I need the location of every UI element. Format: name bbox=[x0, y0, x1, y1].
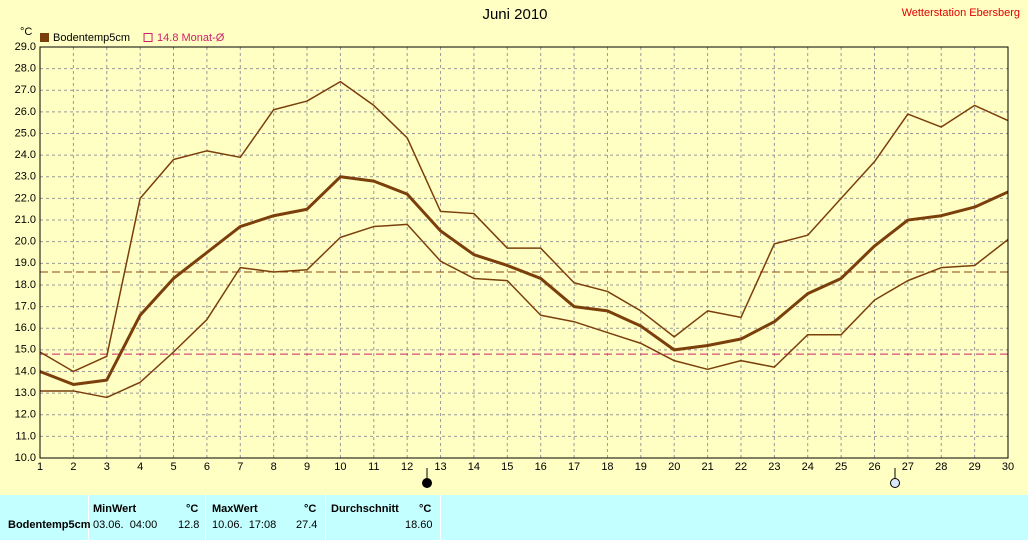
separator bbox=[88, 495, 89, 540]
x-tick-label: 26 bbox=[868, 461, 880, 473]
x-tick-label: 25 bbox=[835, 461, 847, 473]
x-tick-label: 9 bbox=[304, 461, 310, 473]
y-tick-label: 28.0 bbox=[15, 63, 36, 75]
y-tick-label: 18.0 bbox=[15, 279, 36, 291]
x-tick-label: 22 bbox=[735, 461, 747, 473]
x-tick-label: 27 bbox=[902, 461, 914, 473]
x-tick-label: 29 bbox=[968, 461, 980, 473]
y-tick-label: 10.0 bbox=[15, 452, 36, 464]
x-tick-label: 16 bbox=[535, 461, 547, 473]
y-tick-label: 17.0 bbox=[15, 300, 36, 312]
y-tick-label: 25.0 bbox=[15, 127, 36, 139]
station-name: Wetterstation Ebersberg bbox=[902, 7, 1020, 19]
data-line bbox=[39, 80, 1009, 373]
data-line bbox=[39, 175, 1009, 386]
x-tick-label: 21 bbox=[701, 461, 713, 473]
chart: Juni 2010 Wetterstation Ebersberg °C 10.… bbox=[15, 6, 1020, 488]
y-tick-label: 19.0 bbox=[15, 257, 36, 269]
y-tick-label: 20.0 bbox=[15, 236, 36, 248]
x-tick-label: 18 bbox=[601, 461, 613, 473]
header: °C bbox=[419, 503, 432, 515]
stats-table: MinWert °C MaxWert °C Durchschnitt °C Bo… bbox=[0, 495, 1028, 540]
x-tick-label: 24 bbox=[802, 461, 814, 473]
separator bbox=[205, 495, 206, 540]
x-tick-label: 20 bbox=[668, 461, 680, 473]
x-tick-label: 7 bbox=[237, 461, 243, 473]
data-line bbox=[40, 223, 1009, 399]
x-tick-label: 10 bbox=[334, 461, 346, 473]
y-unit: °C bbox=[20, 26, 32, 38]
x-tick-label: 30 bbox=[1002, 461, 1014, 473]
y-tick-label: 11.0 bbox=[15, 430, 36, 442]
legend-label: Bodentemp5cm bbox=[53, 32, 130, 44]
moon-icon bbox=[422, 478, 432, 488]
y-tick-label: 26.0 bbox=[15, 106, 36, 118]
x-tick-label: 23 bbox=[768, 461, 780, 473]
y-tick-label: 24.0 bbox=[15, 149, 36, 161]
y-tick-label: 29.0 bbox=[15, 41, 36, 53]
x-tick-label: 11 bbox=[368, 461, 379, 473]
x-tick-label: 5 bbox=[170, 461, 176, 473]
header: MaxWert bbox=[212, 503, 258, 515]
legend-swatch bbox=[143, 33, 153, 42]
x-tick-label: 2 bbox=[70, 461, 76, 473]
y-tick-label: 21.0 bbox=[15, 214, 36, 226]
x-tick-label: 1 bbox=[37, 461, 43, 473]
plot-frame bbox=[39, 46, 1009, 459]
cell: 10.06. 17:08 bbox=[212, 519, 277, 531]
separator bbox=[440, 495, 441, 540]
y-tick-label: 23.0 bbox=[15, 171, 36, 183]
y-tick-label: 16.0 bbox=[15, 322, 36, 334]
legend-label: 14.8 Monat-Ø bbox=[157, 32, 225, 44]
y-tick-label: 12.0 bbox=[15, 409, 36, 421]
y-tick-label: 14.0 bbox=[15, 365, 36, 377]
chart-title: Juni 2010 bbox=[482, 6, 547, 23]
legend-swatch bbox=[40, 33, 49, 42]
y-tick-label: 22.0 bbox=[15, 192, 36, 204]
x-tick-label: 17 bbox=[568, 461, 580, 473]
x-tick-label: 8 bbox=[271, 461, 277, 473]
x-tick-label: 13 bbox=[434, 461, 446, 473]
plot-area bbox=[40, 47, 1008, 458]
cell: 12.8 bbox=[178, 519, 200, 531]
y-tick-label: 27.0 bbox=[15, 84, 36, 96]
y-tick-label: 15.0 bbox=[15, 344, 36, 356]
x-tick-label: 3 bbox=[104, 461, 110, 473]
header: MinWert bbox=[93, 503, 137, 515]
x-tick-label: 6 bbox=[204, 461, 210, 473]
x-tick-label: 4 bbox=[137, 461, 143, 473]
x-tick-label: 15 bbox=[501, 461, 513, 473]
separator bbox=[325, 495, 326, 540]
row-label: Bodentemp5cm bbox=[8, 519, 91, 531]
header: Durchschnitt bbox=[331, 503, 399, 515]
x-tick-label: 14 bbox=[468, 461, 480, 473]
header: °C bbox=[186, 503, 199, 515]
moon-icon bbox=[890, 478, 900, 488]
x-tick-label: 12 bbox=[401, 461, 413, 473]
x-tick-label: 28 bbox=[935, 461, 947, 473]
x-tick-label: 19 bbox=[635, 461, 647, 473]
cell: 18.60 bbox=[405, 519, 433, 531]
cell: 03.06. 04:00 bbox=[93, 519, 158, 531]
y-tick-label: 13.0 bbox=[15, 387, 36, 399]
cell: 27.4 bbox=[296, 519, 318, 531]
header: °C bbox=[304, 503, 317, 515]
